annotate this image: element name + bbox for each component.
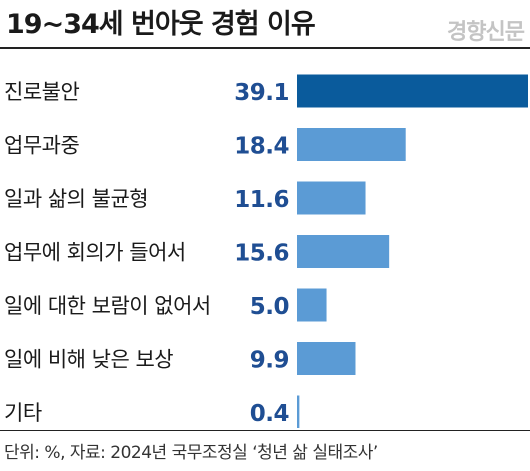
value-label: 5.0 — [250, 294, 289, 320]
category-label: 일에 비해 낮은 보상 — [4, 348, 173, 372]
chart-title: 19~34세 번아웃 경험 이유 — [6, 9, 316, 40]
bar — [297, 235, 390, 268]
category-label: 업무과중 — [4, 134, 79, 158]
bar — [297, 342, 356, 375]
category-label: 업무에 회의가 들어서 — [4, 241, 186, 265]
publisher-watermark: 경향신문 — [447, 20, 525, 45]
bar — [297, 181, 366, 215]
category-label: 기타 — [4, 401, 42, 425]
value-label: 9.9 — [250, 348, 289, 374]
bar — [297, 74, 528, 108]
source-note: 단위: %, 자료: 2024년 국무조정실 ‘청년 삶 실태조사’ — [4, 443, 378, 463]
value-label: 15.6 — [234, 241, 289, 267]
bar — [297, 128, 406, 161]
value-label: 0.4 — [250, 401, 289, 427]
bar-chart: 진로불안 39.1 업무과중 18.4 일과 삶의 불균형 11.6 업무에 회의가 들어서… — [4, 74, 528, 428]
bar — [297, 288, 327, 322]
category-label: 일과 삶의 불균형 — [4, 187, 148, 211]
bottom-divider — [0, 430, 530, 431]
top-divider — [0, 47, 530, 49]
bar — [297, 395, 300, 428]
value-label: 18.4 — [234, 134, 289, 160]
value-label: 11.6 — [234, 187, 289, 213]
value-label: 39.1 — [234, 80, 289, 106]
category-label: 일에 대한 보람이 없어서 — [4, 294, 211, 318]
category-label: 진로불안 — [4, 80, 79, 104]
